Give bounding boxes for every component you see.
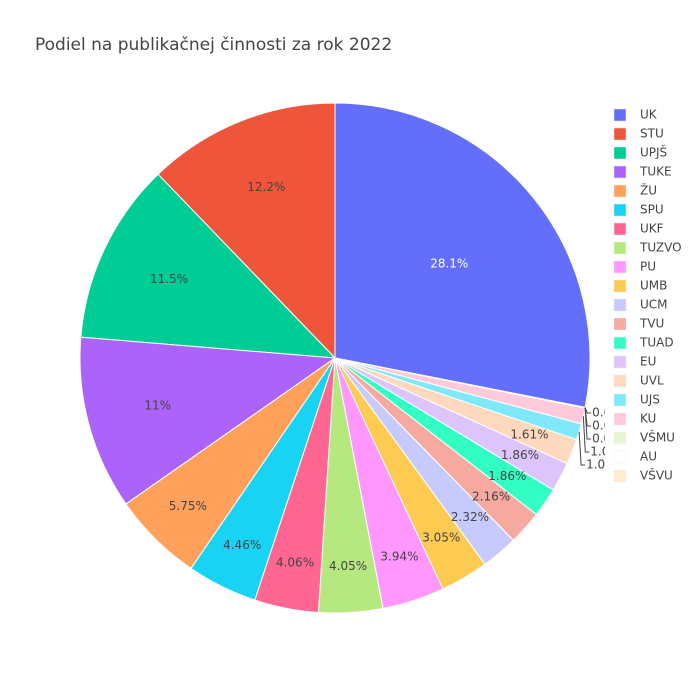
legend-swatch [613,127,627,141]
slice-label: 1.86% [488,469,526,483]
legend-swatch [613,317,627,331]
leader-line [584,407,592,414]
legend-label: STU [640,127,664,141]
chart-title: Podiel na publikačnej činnosti za rok 20… [35,35,392,55]
legend-swatch [613,222,627,236]
leader-line [584,407,592,440]
slice-label: 1.86% [501,448,539,462]
legend-label: UVL [640,374,664,388]
legend-swatch [613,184,627,198]
leader-line [578,431,586,466]
legend-swatch [613,431,627,445]
legend-swatch [613,279,627,293]
legend-swatch [613,355,627,369]
slice-label: 3.05% [422,531,460,545]
legend-swatch [613,393,627,407]
legend-label: UJS [640,393,660,407]
legend-label: UCM [640,298,668,312]
legend-label: TUAD [639,336,674,350]
slice-label: 2.32% [451,510,489,524]
pie-slice [334,102,591,408]
legend-swatch [613,374,627,388]
legend-label: UKF [640,222,664,236]
legend-swatch [613,146,627,160]
legend-label: KU [640,412,656,426]
slice-label: 4.06% [276,556,314,570]
legend-swatch [613,165,627,179]
legend-label: VŠMU [640,430,675,445]
slice-label: 3.94% [380,549,418,563]
legend-swatch [613,108,627,122]
leader-line [584,407,592,427]
legend-label: AU [640,450,657,464]
slice-label: 11% [144,398,171,412]
legend-swatch [613,203,627,217]
pie-slice [157,102,336,360]
slice-label: 2.16% [472,490,510,504]
legend-label: UPJŠ [640,145,667,160]
legend-swatch [613,336,627,350]
slice-label: 11.5% [150,272,188,286]
legend-label: TUZVO [639,241,682,255]
legend-label: PU [640,260,656,274]
legend-swatch [613,298,627,312]
leader-line [582,416,590,453]
legend-label: ŽU [640,183,657,198]
legend-label: EU [640,355,656,369]
legend-label: SPU [640,203,664,217]
pie-slice [80,173,337,359]
pie-slice [79,336,337,505]
legend-label: VŠVU [640,468,673,483]
legend-swatch [613,450,627,464]
legend-swatch [613,260,627,274]
slice-label: 5.75% [169,499,207,513]
slice-label: 28.1% [430,257,468,271]
legend-swatch [613,469,627,483]
legend-label: UK [640,108,658,122]
legend-label: TVU [639,317,664,331]
slice-label: 4.46% [223,538,261,552]
slice-label: 4.05% [329,559,367,573]
slice-label: 1.61% [510,427,548,441]
legend-label: TUKE [639,165,672,179]
legend-swatch [613,241,627,255]
legend-swatch [613,412,627,426]
slice-label: 12.2% [247,180,285,194]
legend-label: UMB [640,279,667,293]
